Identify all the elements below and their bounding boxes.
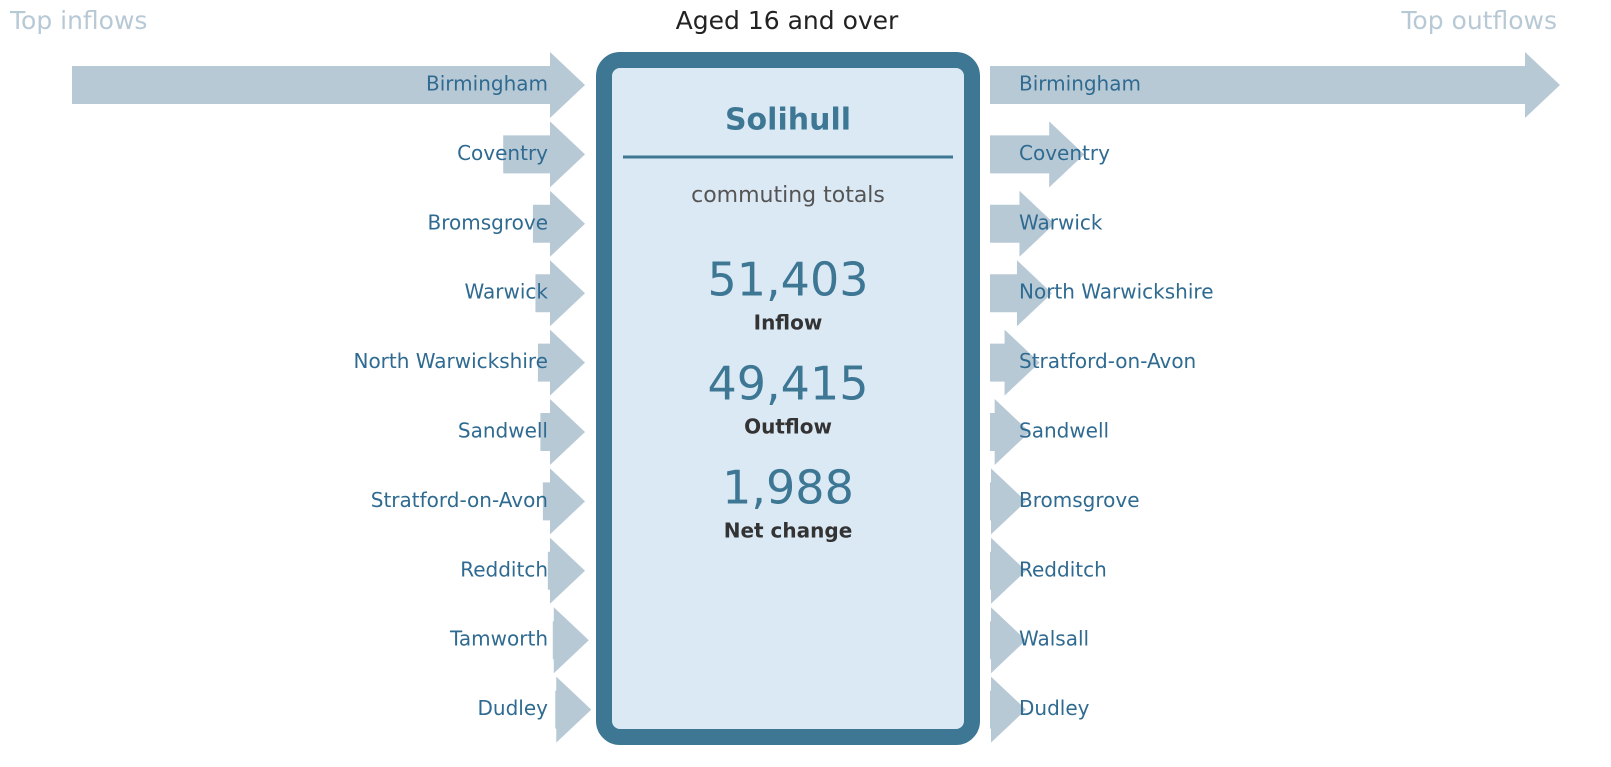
outflow-name: North Warwickshire bbox=[1019, 280, 1214, 304]
inflow-name: Dudley bbox=[478, 696, 549, 720]
outflow-arrow bbox=[990, 537, 1026, 604]
inflow-arrow bbox=[552, 607, 589, 674]
center-box bbox=[596, 52, 980, 745]
outflow-name: Bromsgrove bbox=[1019, 488, 1140, 512]
inflow-name: Redditch bbox=[460, 557, 548, 581]
stat-label: Outflow bbox=[744, 415, 832, 439]
inflow-arrow bbox=[532, 190, 585, 257]
outflow-name: Sandwell bbox=[1019, 419, 1109, 443]
center-subtitle: commuting totals bbox=[691, 183, 885, 208]
outflow-arrow bbox=[990, 260, 1052, 327]
stat-value: 1,988 bbox=[722, 461, 854, 515]
inflow-arrow bbox=[547, 537, 585, 604]
inflow-arrow bbox=[555, 676, 592, 743]
center-name: Solihull bbox=[725, 103, 851, 138]
inflow-name: Tamworth bbox=[449, 627, 548, 651]
stat-label: Inflow bbox=[754, 311, 823, 335]
outflow-name: Coventry bbox=[1019, 141, 1110, 165]
inflow-name: Sandwell bbox=[458, 419, 548, 443]
outflow-name: Birmingham bbox=[1019, 72, 1141, 96]
inflow-name: North Warwickshire bbox=[353, 349, 548, 373]
inflow-arrow bbox=[535, 260, 585, 327]
inflow-name: Stratford-on-Avon bbox=[371, 488, 548, 512]
inflow-name: Bromsgrove bbox=[428, 210, 549, 234]
outflow-name: Dudley bbox=[1019, 696, 1090, 720]
title: Aged 16 and over bbox=[676, 6, 899, 35]
outflow-arrow bbox=[990, 676, 1026, 743]
outflow-arrow bbox=[990, 399, 1030, 465]
inflow-arrow bbox=[503, 121, 585, 188]
left-label: Top inflows bbox=[9, 6, 147, 35]
inflow-name: Warwick bbox=[465, 280, 549, 304]
inflow-arrow bbox=[540, 399, 585, 465]
outflow-name: Warwick bbox=[1019, 210, 1103, 234]
outflow-arrow bbox=[990, 607, 1026, 674]
inflow-arrow bbox=[537, 329, 585, 396]
inflow-arrow bbox=[542, 468, 585, 535]
inflow-name: Birmingham bbox=[426, 72, 548, 96]
outflow-arrow bbox=[990, 121, 1085, 188]
stat-value: 49,415 bbox=[708, 357, 869, 411]
outflow-arrow bbox=[990, 52, 1560, 118]
inflow-name: Coventry bbox=[457, 141, 548, 165]
inflow-arrow bbox=[72, 52, 585, 118]
right-label: Top outflows bbox=[1400, 6, 1557, 35]
outflow-arrow bbox=[990, 190, 1055, 257]
outflow-arrow bbox=[990, 468, 1026, 535]
outflow-name: Stratford-on-Avon bbox=[1019, 349, 1196, 373]
stat-label: Net change bbox=[724, 519, 853, 543]
stat-value: 51,403 bbox=[708, 253, 869, 307]
outflow-name: Walsall bbox=[1019, 627, 1089, 651]
outflow-name: Redditch bbox=[1019, 557, 1107, 581]
outflow-arrow bbox=[990, 329, 1040, 396]
